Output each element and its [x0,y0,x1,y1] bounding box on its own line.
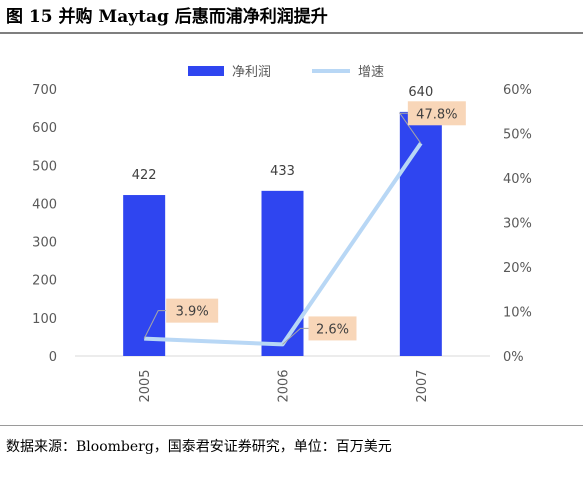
bar-labels: 422 433 640 [132,85,433,183]
legend-line-label: 增速 [358,65,384,80]
left-tick-label: 100 [32,312,57,327]
left-tick-label: 400 [32,197,57,212]
net-profit-bar [261,190,304,356]
growth-label-leader [143,310,167,339]
growth-label-box [407,101,466,126]
growth-label: 2.6% [316,322,349,337]
growth-label: 47.8% [416,107,457,122]
growth-label-leader [398,112,422,144]
right-tick-label: 0% [503,350,524,365]
figure-title: 图 15 并购 Maytag 后惠而浦净利润提升 [6,7,328,27]
left-tick-label: 0 [49,350,57,365]
net-profit-bar [123,195,166,356]
x-category-label: 2006 [277,369,292,402]
chart: 净利润 增速 0 100 200 300 400 500 600 700 0% 10% 20% 30… [32,65,532,403]
x-category-label: 2007 [415,369,430,402]
growth-label-box [166,298,219,323]
legend-bar-label: 净利润 [232,65,271,80]
right-tick-label: 50% [503,128,532,143]
net-profit-bar [399,111,442,356]
legend-bar-swatch [188,66,224,76]
right-tick-label: 30% [503,217,532,232]
left-tick-label: 300 [32,236,57,251]
right-tick-label: 60% [503,83,532,98]
growth-label: 3.9% [176,305,209,320]
right-axis: 0% 10% 20% 30% 40% 50% 60% [503,83,532,365]
source-divider [0,425,583,426]
right-tick-label: 20% [503,261,532,276]
right-tick-label: 40% [503,172,532,187]
left-tick-label: 200 [32,274,57,289]
growth-label-box [308,316,357,341]
growth-line-layer: 3.9% 2.6% 47.8% [143,101,466,347]
left-tick-label: 500 [32,159,57,174]
bars [123,111,442,356]
left-tick-label: 700 [32,83,57,98]
left-axis: 0 100 200 300 400 500 600 700 [32,83,57,365]
net-profit-bar-label: 422 [132,168,157,183]
left-tick-label: 600 [32,121,57,136]
source-note: 数据来源：Bloomberg，国泰君安证券研究，单位：百万美元 [6,439,392,455]
title-divider [0,32,583,34]
right-tick-label: 10% [503,306,532,321]
x-axis: 2005 2006 2007 [138,369,430,402]
legend: 净利润 增速 [188,65,384,80]
net-profit-bar-label: 433 [270,164,295,179]
growth-label-leader [282,327,309,345]
net-profit-bar-label: 640 [408,85,433,100]
x-category-label: 2005 [138,369,153,402]
